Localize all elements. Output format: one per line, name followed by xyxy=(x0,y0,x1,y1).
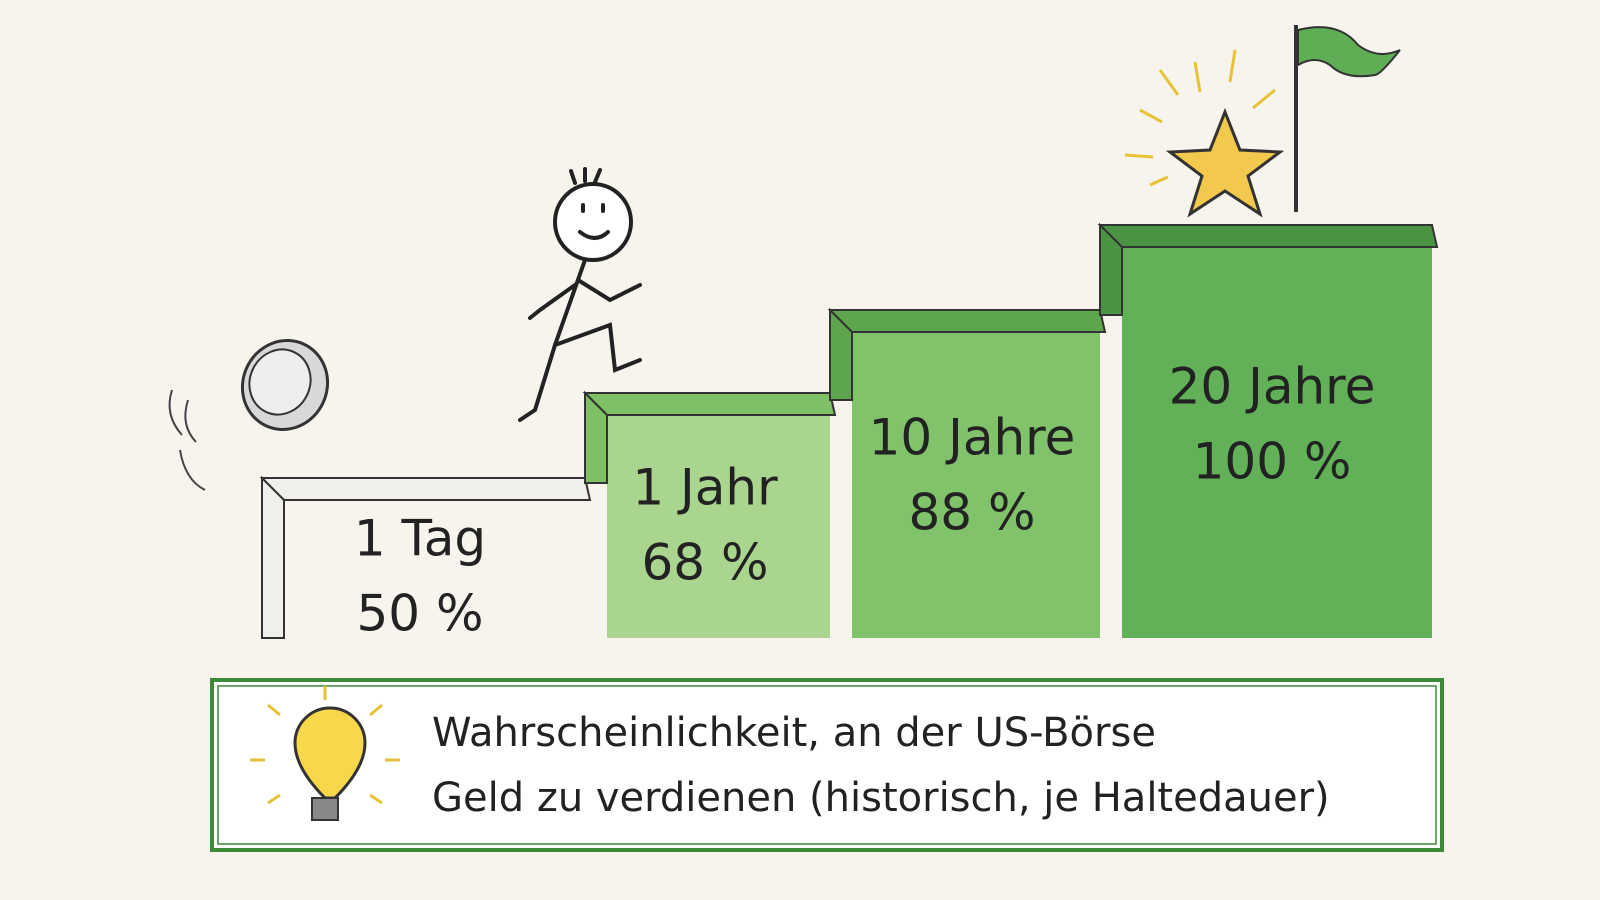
step-body xyxy=(852,332,1100,638)
lightbulb-icon xyxy=(250,686,400,821)
step-label: 1 Jahr xyxy=(632,459,778,517)
step-value: 50 % xyxy=(356,585,483,643)
step-value: 68 % xyxy=(641,534,768,592)
step: 1 Jahr 68 % xyxy=(582,390,837,638)
step-top xyxy=(1097,224,1439,248)
step-riser xyxy=(584,390,608,484)
step-top xyxy=(827,309,1107,333)
stick-figure xyxy=(518,167,642,422)
step-value: 88 % xyxy=(908,484,1035,542)
step-label: 1 Tag xyxy=(354,510,486,568)
step-riser xyxy=(1099,222,1123,316)
step-top xyxy=(259,477,592,501)
step: 1 Tag 50 % xyxy=(259,475,592,643)
star-and-flag xyxy=(1124,25,1401,218)
caption-box: Wahrscheinlichkeit, an der US-Börse Geld… xyxy=(210,678,1444,852)
step-top xyxy=(582,392,837,416)
step: 10 Jahre 88 % xyxy=(827,307,1107,638)
step-label: 20 Jahre xyxy=(1169,358,1376,416)
coin-icon xyxy=(168,339,330,491)
step-body xyxy=(1122,247,1432,638)
step-value: 100 % xyxy=(1193,433,1352,491)
step-riser xyxy=(261,475,285,639)
staircase: 1 Tag 50 % 1 Jahr 68 % 10 Jahre 88 % 20 Jahre 1… xyxy=(259,222,1439,643)
caption-line: Geld zu verdienen (historisch, je Halted… xyxy=(432,775,1330,821)
step-label: 10 Jahre xyxy=(869,409,1076,467)
step-riser xyxy=(829,307,853,401)
step-body xyxy=(607,415,830,638)
step: 20 Jahre 100 % xyxy=(1097,222,1439,638)
caption-line: Wahrscheinlichkeit, an der US-Börse xyxy=(432,710,1156,756)
